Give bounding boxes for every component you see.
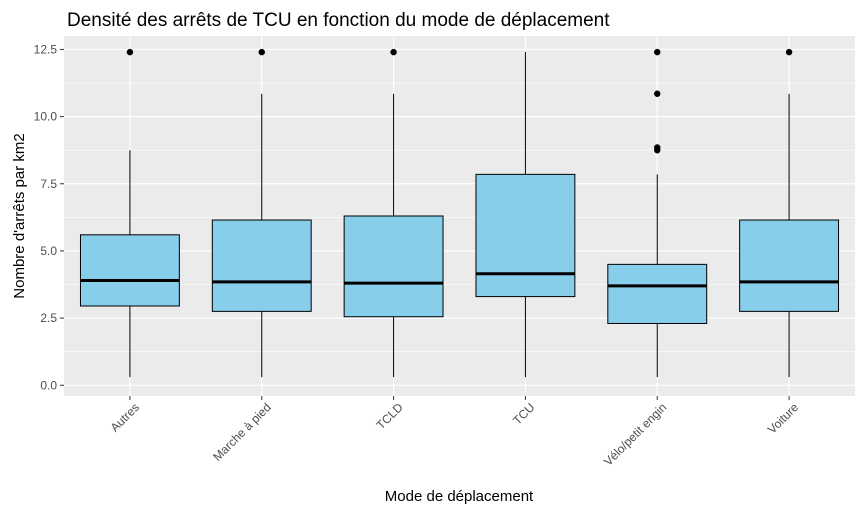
plot-panel [64,36,855,396]
box-voiture [739,48,840,378]
outlier-point [126,48,134,56]
box-iqr [79,234,180,307]
box-iqr [211,219,312,312]
y-tick-label: 10.0 [34,110,58,124]
box-tcld [343,48,444,378]
x-axis-title: Mode de déplacement [385,488,534,505]
x-axis: Autres Marche à pied TCLD TCU Vélo/petit eng… [108,396,802,469]
x-tick-label: TCU [510,400,537,427]
y-axis: 0.0 2.5 5.0 7.5 10.0 12.5 [34,42,64,392]
y-tick-label: 5.0 [40,244,57,258]
y-axis-title: Nombre d'arrêts par km2 [11,133,28,298]
box-iqr [343,215,444,318]
box-autres [79,48,180,378]
box-v-lo-petit-engin [607,48,708,378]
x-tick-label: Autres [108,400,142,434]
box-iqr [607,263,708,324]
outlier-point [258,48,265,56]
outlier-point [390,48,397,56]
minor-gridlines [64,82,855,352]
box-iqr [475,173,576,298]
y-tick-label: 0.0 [40,378,57,392]
outlier-point [654,90,661,97]
box-iqr [739,219,840,312]
outlier-point [654,144,661,151]
chart-title: Densité des arrêts de TCU en fonction du… [67,10,610,31]
outlier-point [785,48,793,56]
outlier-point [654,48,661,56]
y-tick-label: 12.5 [34,42,58,56]
x-tick-label: Voiture [765,400,802,437]
box-marche-pied [211,48,312,378]
box-series [79,48,840,378]
y-tick-label: 7.5 [40,177,57,191]
x-tick-label: Vélo/petit engin [601,400,669,468]
x-tick-label: Marche à pied [210,400,274,464]
box-tcu [475,52,576,378]
y-tick-label: 2.5 [40,311,57,325]
x-tick-label: TCLD [374,400,406,432]
